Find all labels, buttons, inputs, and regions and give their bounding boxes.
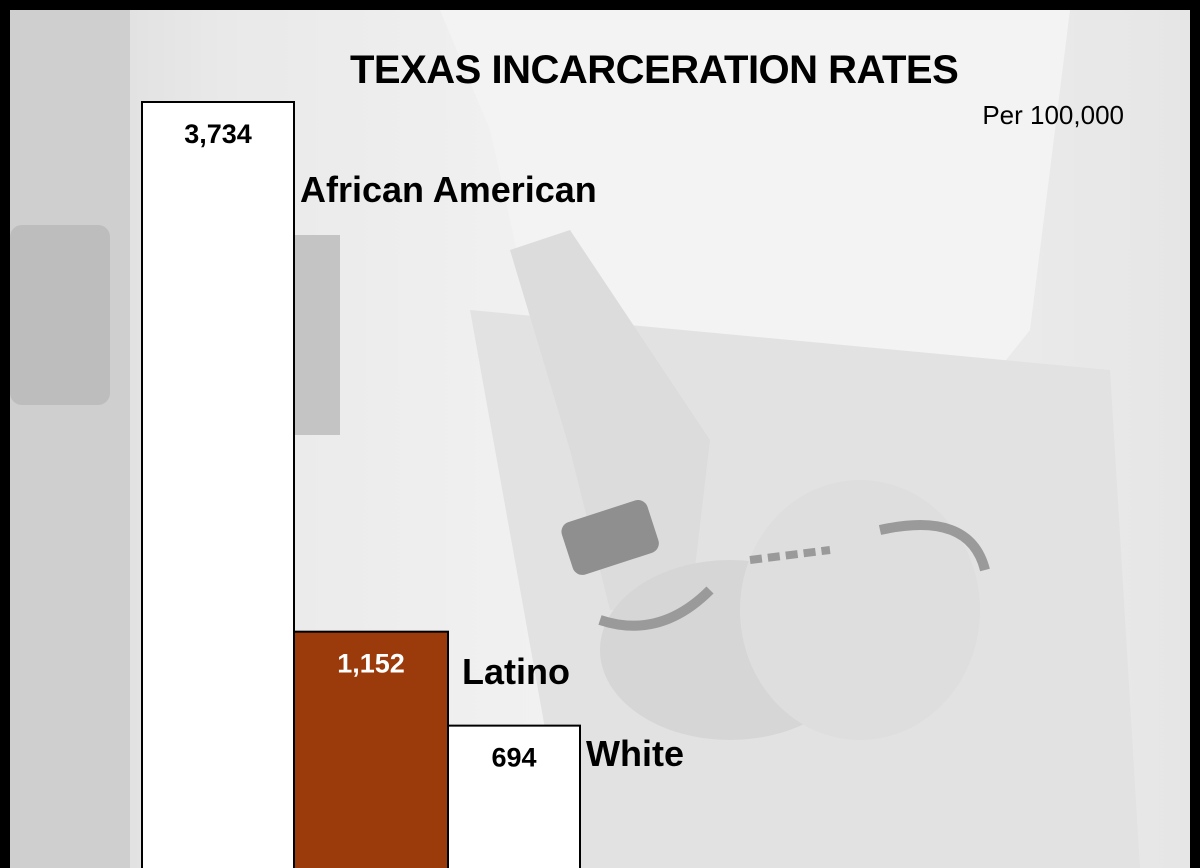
photo-holster: [10, 225, 110, 405]
bar-white: [447, 724, 581, 868]
category-label-white: White: [586, 733, 684, 774]
photo-left-shadow: [10, 10, 130, 868]
category-label-african-american: African American: [300, 169, 597, 210]
category-label-latino: Latino: [462, 651, 570, 692]
photo-handcuff-right: [878, 520, 990, 572]
photo-handcuff-left: [598, 586, 714, 631]
value-label-african-american: 3,734: [184, 119, 252, 149]
photo-hand-right: [740, 480, 980, 740]
chart-title: TEXAS INCARCERATION RATES: [350, 48, 959, 92]
value-label-white: 694: [491, 743, 536, 773]
photo-handcuff-chain: [749, 546, 831, 564]
value-label-latino: 1,152: [337, 649, 405, 679]
bar-african-american: [141, 101, 295, 868]
photo-arm-left: [510, 230, 710, 610]
photo-watch: [561, 500, 659, 575]
background-photo: [10, 10, 1140, 868]
bar-plot: 3,734 African American 1,152 Latino 694 White: [141, 101, 684, 868]
chart-frame: TEXAS INCARCERATION RATES Per 100,000 3,…: [10, 10, 1190, 868]
chart-subtitle: Per 100,000: [982, 100, 1124, 130]
